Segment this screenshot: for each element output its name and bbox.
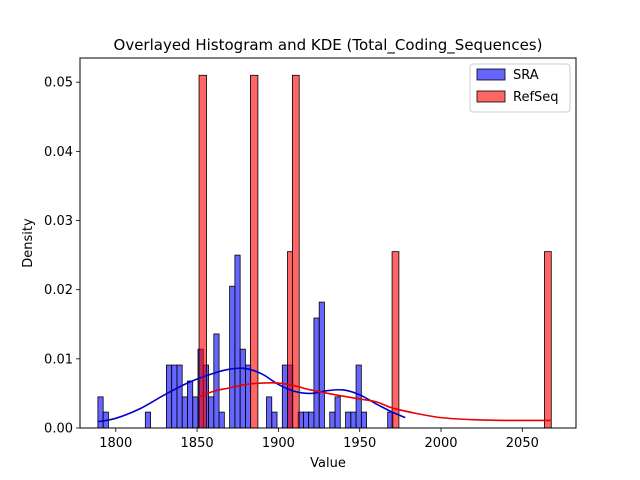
x-axis-label: Value [310,456,346,471]
sra-bar-17 [187,380,194,429]
sra-bar-40 [308,411,315,429]
sra-bar-48 [350,411,357,429]
sra-bar-0 [97,396,104,429]
x-axis-ticks: 1800 1850 1900 1950 2000 2050 [99,428,539,451]
sra-bar-32 [266,396,273,429]
x-tick-label: 1800 [99,436,132,451]
legend: SRA RefSeq [469,63,571,113]
legend-swatch-refseq [476,90,506,103]
sra-bar-35 [281,364,288,429]
refseq-bar-2 [287,251,293,429]
sra-bar-42 [318,301,325,429]
sra-bar-44 [329,411,336,429]
sra-bar-25 [229,285,236,429]
sra-bar-33 [271,411,278,429]
y-tick-label: 0.00 [44,422,73,437]
x-tick-label: 2050 [506,436,539,451]
y-tick-label: 0.02 [44,283,73,298]
sra-bar-21 [208,396,215,429]
chart-title: Overlayed Histogram and KDE (Total_Codin… [114,36,543,55]
y-tick-label: 0.03 [44,214,73,229]
sra-bar-9 [144,411,151,429]
sra-bar-23 [218,411,225,429]
sra-bar-22 [213,333,220,429]
y-tick-label: 0.01 [44,352,73,367]
sra-bar-45 [334,396,341,429]
refseq-bar-0 [198,74,207,429]
sra-bar-27 [239,348,246,429]
sra-bar-13 [165,364,173,429]
sra-bar-49 [355,364,362,429]
y-axis-label: Density [21,218,36,268]
kde-curves [97,367,552,423]
x-tick-label: 1850 [181,436,214,451]
plot-frame [79,57,577,429]
sra-bar-47 [345,411,352,429]
legend-label-sra: SRA [513,68,539,83]
sra-bar-39 [302,411,310,429]
refseq-bar-4 [391,251,400,429]
refseq-bar-1 [250,74,259,429]
refseq-kde-line [198,381,552,422]
y-tick-label: 0.04 [44,145,73,160]
sra-bar-18 [192,396,199,429]
refseq-bar-3 [291,74,300,429]
y-axis-ticks: 0.00 0.01 0.02 0.03 0.04 0.05 [44,76,80,437]
x-tick-label: 2000 [424,436,457,451]
sra-kde-line [97,367,406,423]
legend-label-refseq: RefSeq [513,90,559,105]
y-tick-label: 0.05 [44,76,73,91]
plot-area [80,58,576,428]
sra-bar-41 [313,317,320,429]
sra-bar-26 [234,254,241,429]
sra-bar-16 [181,396,188,429]
sra-bar-28 [245,364,252,429]
refseq-bar-5 [544,251,552,429]
legend-swatch-sra [476,68,506,81]
sra-bar-14 [171,364,178,429]
x-tick-label: 1900 [262,436,295,451]
sra-bar-50 [360,411,368,429]
x-tick-label: 1950 [343,436,376,451]
sra-bar-15 [176,364,183,429]
